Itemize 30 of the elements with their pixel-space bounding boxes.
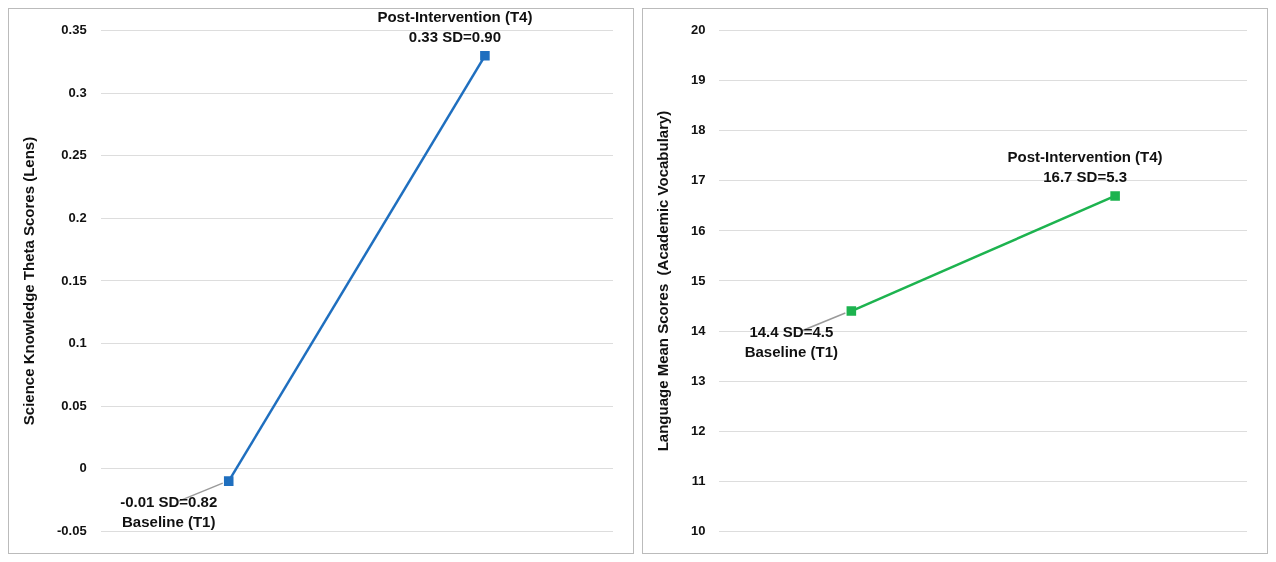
y-axis-title: Language Mean Scores (Academic Vocabulary) xyxy=(654,110,672,452)
y-tick-label: 0.3 xyxy=(68,84,87,100)
y-axis-title: Science Knowledge Theta Scores (Lens) xyxy=(20,136,38,426)
y-tick-label: 15 xyxy=(690,272,706,288)
y-tick-label: 14 xyxy=(690,322,707,338)
y-tick-label: 13 xyxy=(690,372,706,388)
data-label: 14.4 SD=4.5 xyxy=(749,323,834,341)
annotation: Baseline (T1) xyxy=(122,513,216,531)
y-tick-label: 18 xyxy=(690,122,706,138)
y-tick-label: 0.05 xyxy=(61,397,87,413)
y-tick-label: 20 xyxy=(690,22,706,38)
y-tick-label: 19 xyxy=(690,72,706,88)
y-tick-label: 0.35 xyxy=(61,22,87,38)
y-tick-label: 0.25 xyxy=(61,147,87,163)
y-tick-label: 0.15 xyxy=(61,272,87,288)
data-label: 16.7 SD=5.3 xyxy=(1043,167,1128,185)
y-tick-label: 0.2 xyxy=(68,210,87,226)
y-tick-label: 0.1 xyxy=(68,335,87,351)
y-tick-label: 11 xyxy=(691,472,706,488)
y-tick-label: 10 xyxy=(690,522,706,538)
data-label: -0.01 SD=0.82 xyxy=(120,493,218,511)
y-tick-label: 17 xyxy=(690,172,706,188)
y-tick-label: -0.05 xyxy=(56,522,87,538)
y-tick-label: 0 xyxy=(79,460,87,476)
y-tick-label: 16 xyxy=(690,222,706,238)
annotation: Baseline (T1) xyxy=(744,343,839,361)
y-tick-label: 12 xyxy=(690,422,706,438)
text: Post-Intervention (T4) xyxy=(377,7,533,25)
annotation: Post-Intervention (T4) xyxy=(1007,147,1163,165)
data-label: 0.33 SD=0.90 xyxy=(408,27,501,45)
